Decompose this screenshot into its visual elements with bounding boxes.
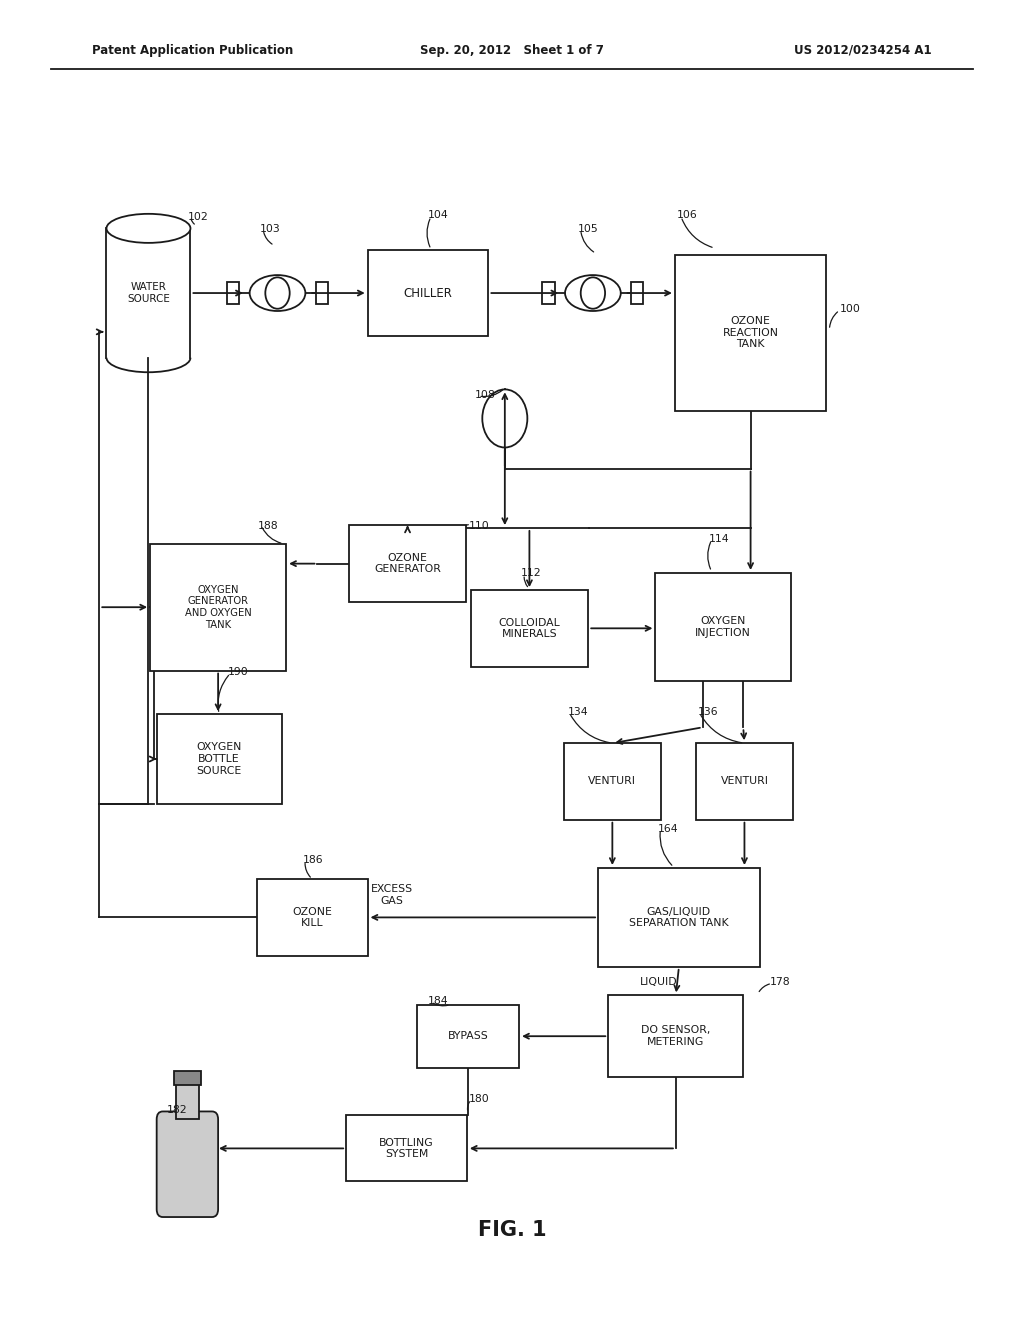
Ellipse shape: [250, 275, 305, 312]
Circle shape: [581, 277, 605, 309]
FancyBboxPatch shape: [150, 544, 286, 671]
Text: 106: 106: [677, 210, 697, 220]
Text: Patent Application Publication: Patent Application Publication: [92, 44, 294, 57]
FancyBboxPatch shape: [543, 281, 555, 304]
Text: 100: 100: [840, 304, 860, 314]
FancyBboxPatch shape: [675, 255, 826, 411]
FancyBboxPatch shape: [631, 281, 643, 304]
FancyBboxPatch shape: [696, 743, 793, 820]
Text: 103: 103: [260, 223, 281, 234]
Text: 186: 186: [303, 854, 324, 865]
Text: OZONE
GENERATOR: OZONE GENERATOR: [374, 553, 441, 574]
Text: 134: 134: [567, 706, 588, 717]
Text: 190: 190: [227, 667, 248, 677]
Text: 114: 114: [709, 533, 729, 544]
Text: DO SENSOR,
METERING: DO SENSOR, METERING: [641, 1026, 711, 1047]
Text: 108: 108: [475, 389, 496, 400]
Text: OXYGEN
INJECTION: OXYGEN INJECTION: [695, 616, 751, 638]
Text: OZONE
KILL: OZONE KILL: [293, 907, 332, 928]
FancyBboxPatch shape: [346, 1115, 467, 1181]
Text: 184: 184: [428, 995, 449, 1006]
Text: BYPASS: BYPASS: [447, 1031, 488, 1041]
Text: CHILLER: CHILLER: [403, 286, 453, 300]
FancyBboxPatch shape: [655, 573, 791, 681]
FancyBboxPatch shape: [368, 251, 488, 335]
Text: VENTURI: VENTURI: [589, 776, 636, 787]
Text: LIQUID: LIQUID: [640, 977, 678, 987]
FancyBboxPatch shape: [315, 281, 328, 304]
FancyBboxPatch shape: [157, 714, 282, 804]
Text: OZONE
REACTION
TANK: OZONE REACTION TANK: [723, 315, 778, 350]
Text: 136: 136: [697, 706, 718, 717]
FancyBboxPatch shape: [176, 1082, 199, 1119]
FancyBboxPatch shape: [417, 1005, 519, 1068]
FancyBboxPatch shape: [157, 1111, 218, 1217]
Text: US 2012/0234254 A1: US 2012/0234254 A1: [795, 44, 932, 57]
Text: COLLOIDAL
MINERALS: COLLOIDAL MINERALS: [499, 618, 560, 639]
FancyBboxPatch shape: [257, 879, 368, 956]
Circle shape: [482, 389, 527, 447]
Circle shape: [265, 277, 290, 309]
Text: 164: 164: [657, 824, 678, 834]
FancyBboxPatch shape: [471, 590, 588, 667]
Text: 182: 182: [167, 1105, 187, 1115]
Text: FIG. 1: FIG. 1: [477, 1220, 547, 1241]
Text: OXYGEN
GENERATOR
AND OXYGEN
TANK: OXYGEN GENERATOR AND OXYGEN TANK: [184, 585, 252, 630]
Text: 188: 188: [258, 520, 279, 531]
Text: BOTTLING
SYSTEM: BOTTLING SYSTEM: [379, 1138, 434, 1159]
FancyBboxPatch shape: [227, 281, 240, 304]
FancyBboxPatch shape: [174, 1071, 201, 1085]
Text: 110: 110: [469, 520, 489, 531]
Text: EXCESS
GAS: EXCESS GAS: [371, 884, 414, 906]
Text: 180: 180: [469, 1093, 489, 1104]
Text: 105: 105: [578, 223, 598, 234]
Text: GAS/LIQUID
SEPARATION TANK: GAS/LIQUID SEPARATION TANK: [629, 907, 729, 928]
Text: OXYGEN
BOTTLE
SOURCE: OXYGEN BOTTLE SOURCE: [197, 742, 242, 776]
Text: 104: 104: [428, 210, 449, 220]
Ellipse shape: [565, 275, 621, 312]
FancyBboxPatch shape: [563, 743, 662, 820]
Text: 102: 102: [187, 211, 208, 222]
FancyBboxPatch shape: [348, 525, 467, 602]
FancyBboxPatch shape: [598, 869, 760, 966]
Text: VENTURI: VENTURI: [721, 776, 768, 787]
Text: 178: 178: [770, 977, 791, 987]
Text: WATER
SOURCE: WATER SOURCE: [127, 282, 170, 304]
Text: Sep. 20, 2012   Sheet 1 of 7: Sep. 20, 2012 Sheet 1 of 7: [420, 44, 604, 57]
Text: 112: 112: [521, 568, 542, 578]
FancyBboxPatch shape: [608, 995, 743, 1077]
Ellipse shape: [106, 214, 190, 243]
